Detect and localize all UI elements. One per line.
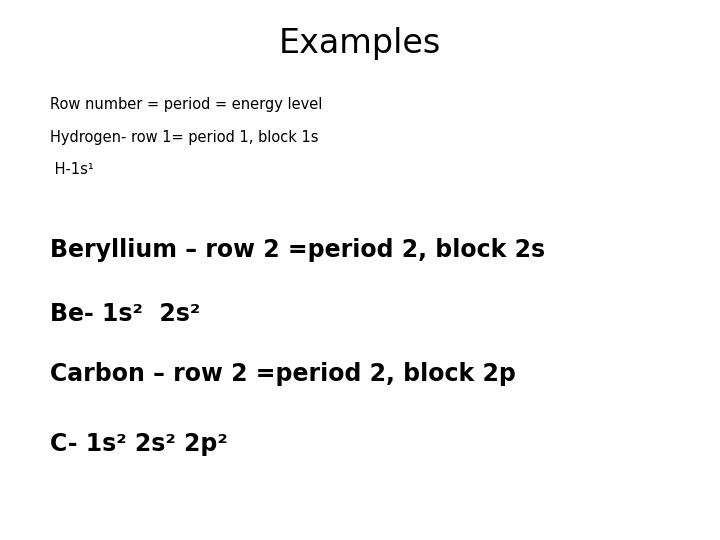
Text: Carbon – row 2 =period 2, block 2p: Carbon – row 2 =period 2, block 2p — [50, 362, 516, 386]
Text: Examples: Examples — [279, 27, 441, 60]
Text: H-1s¹: H-1s¹ — [50, 162, 94, 177]
Text: Be- 1s²  2s²: Be- 1s² 2s² — [50, 302, 201, 326]
Text: C- 1s² 2s² 2p²: C- 1s² 2s² 2p² — [50, 432, 228, 456]
Text: Beryllium – row 2 =period 2, block 2s: Beryllium – row 2 =period 2, block 2s — [50, 238, 546, 261]
Text: Hydrogen- row 1= period 1, block 1s: Hydrogen- row 1= period 1, block 1s — [50, 130, 319, 145]
Text: Row number = period = energy level: Row number = period = energy level — [50, 97, 323, 112]
